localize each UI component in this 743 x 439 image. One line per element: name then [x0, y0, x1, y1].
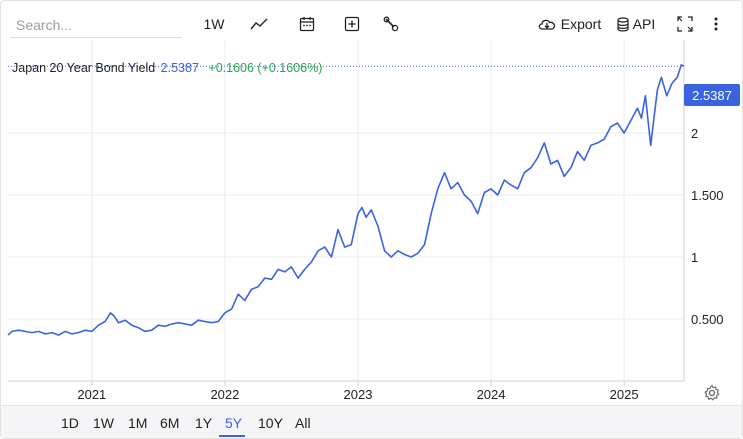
- range-button-1w[interactable]: 1W: [93, 415, 114, 431]
- database-icon: [617, 16, 629, 32]
- api-button[interactable]: API: [616, 11, 656, 37]
- y-tick-label: 1.500: [691, 188, 724, 203]
- plus-box-icon: [344, 16, 360, 32]
- range-button-6m[interactable]: 6M: [160, 415, 180, 431]
- range-button-1d[interactable]: 1D: [61, 415, 79, 431]
- add-indicator-button[interactable]: [341, 11, 363, 37]
- chart-type-button[interactable]: [248, 11, 270, 37]
- interval-button[interactable]: 1W: [202, 11, 226, 37]
- legend-price: 2.5387: [160, 61, 199, 75]
- last-price-tag: 2.5387: [684, 84, 740, 106]
- active-range-indicator: [219, 435, 245, 437]
- instrument-name: Japan 20 Year Bond Yield: [12, 61, 156, 75]
- legend-change: +0.1606 (+0.1606%): [208, 61, 323, 75]
- range-selector: 1D 1W 1M 6M 1Y 5Y 10Y All: [1, 405, 742, 438]
- interval-label: 1W: [203, 16, 225, 32]
- fullscreen-icon: [677, 16, 693, 32]
- y-tick-label: 0.500: [691, 312, 724, 327]
- x-tick-label: 2025: [610, 387, 639, 402]
- fullscreen-button[interactable]: [675, 11, 695, 37]
- line-chart-icon: [250, 17, 268, 31]
- more-vertical-icon: [714, 16, 718, 32]
- gear-icon: [703, 384, 721, 406]
- y-tick-label: 1: [691, 250, 698, 265]
- settings-tools-button[interactable]: [380, 11, 402, 37]
- export-button[interactable]: Export: [536, 11, 602, 37]
- more-menu-button[interactable]: [708, 11, 724, 37]
- price-chart[interactable]: 0.500 1 1.500 2 2021 2022 2023 2024 2025: [0, 0, 743, 405]
- x-tick-label: 2023: [344, 387, 373, 402]
- x-tick-label: 2021: [77, 387, 106, 402]
- series-line: [7, 64, 685, 336]
- date-range-button[interactable]: [296, 11, 318, 37]
- cloud-download-icon: [537, 17, 557, 31]
- x-tick-label: 2024: [477, 387, 506, 402]
- range-button-1y[interactable]: 1Y: [195, 415, 213, 431]
- x-tick-label: 2022: [210, 387, 239, 402]
- chart-legend: Japan 20 Year Bond Yield 2.5387 +0.1606 …: [12, 61, 322, 75]
- range-button-all[interactable]: All: [295, 415, 311, 431]
- chart-settings-button[interactable]: [703, 384, 721, 402]
- range-button-10y[interactable]: 10Y: [258, 415, 283, 431]
- wrench-icon: [383, 16, 399, 32]
- chart-toolbar: 1W Export API: [0, 0, 743, 44]
- api-label: API: [632, 16, 656, 32]
- search-input[interactable]: [10, 12, 182, 38]
- calendar-icon: [299, 16, 315, 32]
- range-button-5y[interactable]: 5Y: [225, 415, 243, 431]
- y-tick-label: 2: [691, 126, 698, 141]
- export-label: Export: [560, 16, 602, 32]
- range-button-1m[interactable]: 1M: [128, 415, 148, 431]
